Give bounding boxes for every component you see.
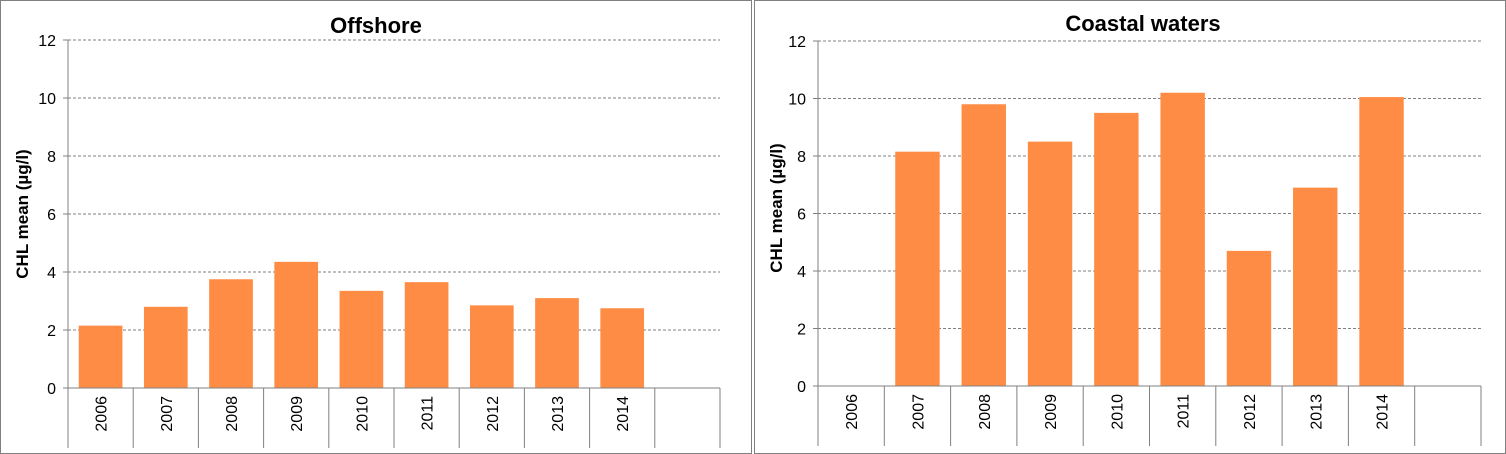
bar-2011: [1160, 92, 1205, 386]
y-axis-label: CHL mean (µg/l): [13, 149, 32, 278]
x-tick-label: 2009: [1043, 394, 1060, 430]
bar-2009: [274, 261, 319, 388]
x-tick-label: 2006: [94, 396, 111, 432]
y-tick-label: 8: [797, 149, 806, 166]
bar-2013: [535, 298, 579, 388]
bar-2008: [961, 104, 1006, 386]
chart-title: Coastal waters: [1065, 11, 1220, 36]
bar-2010: [1094, 112, 1139, 386]
plot-area: 0 2 4 6 8 10 12 2006 2007 2008 2009 2010 2011 2012 201…: [38, 33, 721, 448]
y-tick-label: 10: [788, 92, 806, 109]
bar-2009: [1027, 141, 1073, 386]
offshore-chart: Offshore CHL mean (µg/l) 0 2 4 6 8 10 12 2006 20…: [0, 0, 752, 454]
bar-2007: [895, 151, 940, 386]
x-tick-label: 2010: [1109, 394, 1126, 430]
bar-2014: [1359, 97, 1404, 386]
x-tick-label: 2008: [977, 394, 994, 430]
x-tick-label: 2008: [224, 396, 241, 432]
bar-2014: [600, 308, 645, 388]
x-tick-label: 2007: [910, 394, 927, 430]
bar-2007: [143, 306, 188, 388]
x-tick-label: 2007: [159, 396, 176, 432]
y-tick-label: 4: [797, 264, 806, 281]
bar-2013: [1293, 187, 1338, 386]
bar-2012: [469, 305, 514, 388]
y-tick-label: 2: [797, 322, 806, 339]
x-tick-label: 2014: [615, 396, 632, 432]
plot-area: 0 2 4 6 8 10 12 2006 2007 2008 2009 2010 2011 2012 201…: [788, 34, 1482, 446]
y-tick-label: 0: [797, 379, 806, 396]
bar-2010: [339, 290, 384, 388]
y-tick-label: 2: [47, 323, 56, 340]
y-tick-label: 12: [38, 33, 56, 50]
x-tick-label: 2006: [844, 394, 861, 430]
y-tick-label: 12: [788, 34, 806, 51]
x-tick-label: 2012: [485, 396, 502, 432]
y-tick-label: 6: [797, 207, 806, 224]
bar-2008: [209, 279, 253, 388]
coastal-waters-chart: Coastal waters CHL mean (µg/l) 0 2 4 6 8 10 12…: [754, 0, 1506, 454]
chart-title: Offshore: [330, 13, 422, 38]
coastal-waters-chart-panel: Coastal waters CHL mean (µg/l) 0 2 4 6 8 10 12…: [754, 0, 1506, 454]
bar-2006: [78, 325, 123, 388]
y-axis-label: CHL mean (µg/l): [767, 143, 786, 272]
y-tick-label: 6: [47, 207, 56, 224]
bar-2011: [404, 282, 449, 388]
y-tick-label: 4: [47, 265, 56, 282]
x-tick-label: 2009: [289, 396, 306, 432]
x-tick-label: 2011: [420, 396, 437, 431]
x-tick-label: 2010: [354, 396, 371, 432]
x-tick-label: 2014: [1375, 394, 1392, 430]
x-tick-label: 2011: [1176, 394, 1193, 429]
x-tick-label: 2012: [1242, 394, 1259, 430]
x-tick-label: 2013: [550, 396, 567, 432]
y-tick-label: 0: [47, 381, 56, 398]
offshore-chart-panel: Offshore CHL mean (µg/l) 0 2 4 6 8 10 12 2006 20…: [0, 0, 752, 454]
bar-2012: [1226, 250, 1272, 386]
y-tick-label: 8: [47, 149, 56, 166]
y-tick-label: 10: [38, 91, 56, 108]
x-tick-label: 2013: [1308, 394, 1325, 430]
